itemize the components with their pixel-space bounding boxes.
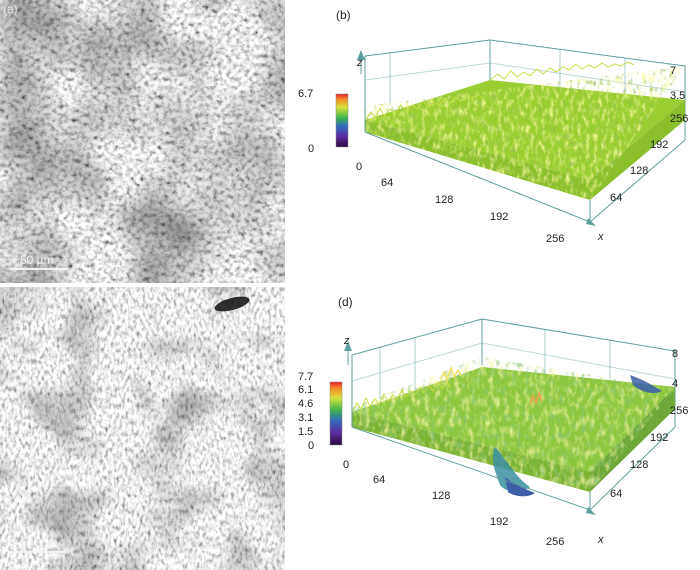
panel-label-d: (d) <box>338 295 353 309</box>
colorbar-min-b: 0 <box>308 143 314 155</box>
y-tick-b-2: 128 <box>630 165 648 177</box>
x-axis-name-b: x <box>597 231 604 243</box>
z-tick-d-0: 8 <box>672 348 678 360</box>
z-axis-name-d: z <box>343 335 350 347</box>
surface-b <box>364 61 685 200</box>
y-tick-b-1: 192 <box>650 139 668 151</box>
z-tick-d-1: 4 <box>672 378 678 390</box>
micrograph-a-texture <box>0 0 285 283</box>
x-tick-b-4: 256 <box>546 233 564 245</box>
scale-bar-label-a: 50 µm <box>20 253 54 267</box>
x-tick-d-2: 128 <box>432 490 450 502</box>
axis-arrows-d <box>344 341 596 515</box>
x-arrow-b <box>586 218 596 226</box>
surface-plot-b: 6.7 0 (b) z 7 3.5 0 64 128 192 256 x 256… <box>290 0 700 285</box>
y-tick-b-3: 64 <box>610 192 622 204</box>
y-tick-d-0: 256 <box>670 405 688 417</box>
x-arrow-d <box>586 507 596 515</box>
axis-lines-b <box>360 56 686 223</box>
x-tick-b-2: 128 <box>435 194 453 206</box>
colorbar-tick-d-3: 3.1 <box>298 412 313 424</box>
z-arrow-b <box>357 50 365 60</box>
surface-plot-d: 7.7 6.1 4.6 3.1 1.5 0 (d) z 8 4 0 64 128… <box>290 287 700 570</box>
z-arrow-d <box>344 341 352 351</box>
micrograph-a: (a) 50 µm <box>0 0 285 283</box>
colorbar-tick-d-5: 0 <box>308 440 314 452</box>
x-tick-d-4: 256 <box>546 536 564 548</box>
y-tick-b-0: 256 <box>670 113 688 125</box>
micrograph-c-texture <box>0 287 285 570</box>
z-axis-name-b: z <box>356 57 363 69</box>
panel-label-c: (c) <box>3 289 17 303</box>
x-tick-d-3: 192 <box>490 516 508 528</box>
colorbar-b <box>335 93 349 148</box>
colorbar-max-b: 6.7 <box>298 88 313 100</box>
colorbar-d <box>329 381 343 446</box>
colorbar-tick-d-0: 7.7 <box>298 371 313 383</box>
x-axis-name-d: x <box>597 534 604 546</box>
surface-plot-b-svg: 6.7 0 (b) z 7 3.5 0 64 128 192 256 x 256… <box>298 8 688 245</box>
x-tick-d-0: 0 <box>343 459 349 471</box>
surface-plot-d-svg: 7.7 6.1 4.6 3.1 1.5 0 (d) z 8 4 0 64 128… <box>298 295 688 548</box>
axis-lines-d <box>347 347 676 511</box>
panel-label-b: (b) <box>336 8 351 22</box>
y-tick-d-1: 192 <box>650 432 668 444</box>
z-tick-b-1: 3.5 <box>670 90 685 102</box>
micrograph-c: (c) 50 µm <box>0 287 285 570</box>
colorbar-tick-d-2: 4.6 <box>298 398 313 410</box>
y-tick-d-3: 64 <box>610 488 622 500</box>
axes-box-d <box>351 318 676 407</box>
scale-bar-c: 50 µm <box>10 533 66 553</box>
scale-bar-label-c: 50 µm <box>20 536 54 550</box>
x-tick-d-1: 64 <box>373 474 385 486</box>
colorbar-tick-d-1: 6.1 <box>298 384 313 396</box>
x-tick-b-3: 192 <box>490 211 508 223</box>
axis-arrows-b <box>357 50 596 226</box>
panel-label-a: (a) <box>3 2 18 16</box>
x-tick-b-0: 0 <box>356 161 362 173</box>
y-tick-d-2: 128 <box>630 459 648 471</box>
z-tick-b-0: 7 <box>670 65 676 77</box>
surface-d <box>351 357 675 497</box>
x-tick-b-1: 64 <box>381 177 393 189</box>
scale-bar-a: 50 µm <box>10 250 68 270</box>
colorbar-tick-d-4: 1.5 <box>298 426 313 438</box>
